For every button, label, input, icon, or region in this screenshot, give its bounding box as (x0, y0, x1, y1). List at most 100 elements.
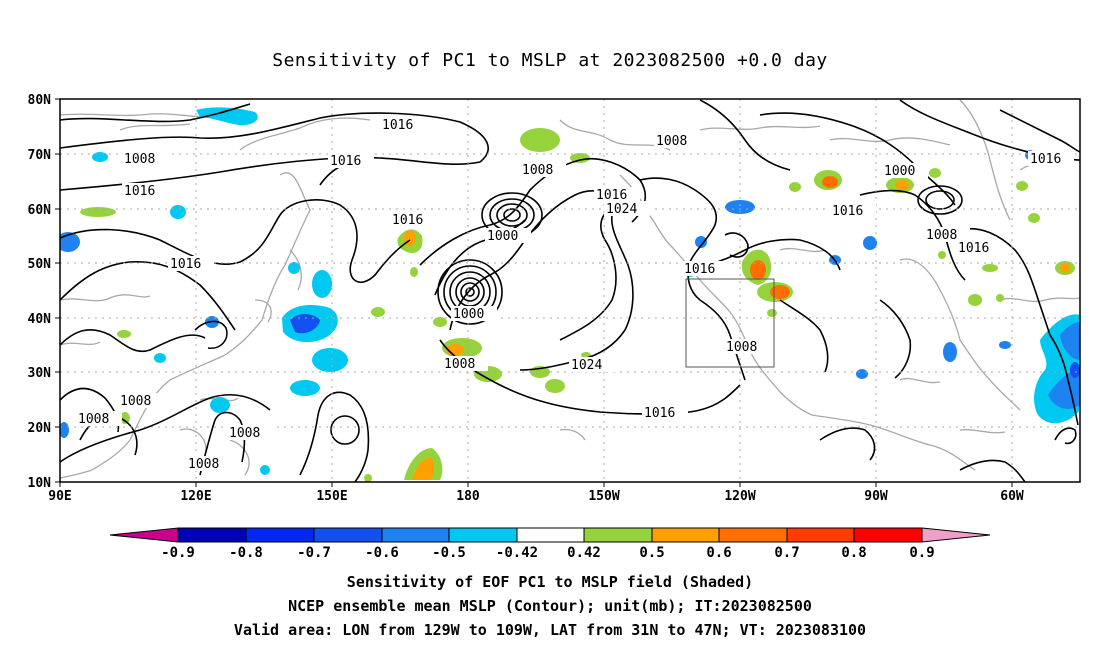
colorbar-tick-labels: -0.9 -0.8 -0.7 -0.6 -0.5 -0.42 0.42 0.5 … (161, 545, 935, 561)
lon-label: 150W (588, 489, 619, 504)
coastlines (60, 99, 1080, 479)
contour-label: 1008 (442, 356, 488, 372)
lon-label: 120W (724, 489, 755, 504)
contour-label: 1016 (328, 153, 374, 169)
contour-label: 1008 (724, 339, 770, 355)
lon-label: 90W (864, 489, 888, 504)
contour-label: 1016 (122, 183, 168, 199)
contour-label: 1008 (122, 151, 168, 167)
svg-text:1016: 1016 (1030, 152, 1061, 167)
contour-label: 1008 (520, 162, 566, 178)
svg-text:1024: 1024 (571, 358, 602, 373)
contour-label: 1024 (604, 201, 650, 217)
svg-text:1008: 1008 (726, 340, 757, 355)
colorbar (109, 527, 991, 543)
svg-text:1008: 1008 (522, 163, 553, 178)
svg-text:1016: 1016 (330, 154, 361, 169)
contour-label: 1016 (168, 256, 214, 272)
footer-line-1: Sensitivity of EOF PC1 to MSLP field (Sh… (346, 573, 754, 591)
map-frame (59, 98, 1081, 483)
contour-label: 1016 (830, 203, 876, 219)
svg-text:1000: 1000 (487, 229, 518, 244)
svg-text:1008: 1008 (926, 228, 957, 243)
colorbar-tick: -0.5 (432, 545, 466, 561)
contour-label: 1016 (642, 405, 688, 421)
colorbar-tick: -0.8 (229, 545, 263, 561)
colorbar-tick: -0.42 (496, 545, 538, 561)
colorbar-tick: -0.7 (297, 545, 331, 561)
contour-label: 1008 (76, 411, 122, 427)
svg-text:1016: 1016 (958, 241, 989, 256)
colorbar-cell (651, 527, 720, 543)
svg-text:1016: 1016 (392, 213, 423, 228)
svg-text:1016: 1016 (170, 257, 201, 272)
lat-label: 60N (28, 203, 52, 218)
colorbar-cell (583, 527, 653, 543)
svg-text:1008: 1008 (444, 357, 475, 372)
contour-label: 1008 (654, 133, 700, 149)
lat-label: 30N (28, 366, 52, 381)
lat-label: 50N (28, 257, 52, 272)
svg-text:1016: 1016 (644, 406, 675, 421)
svg-text:1008: 1008 (120, 394, 151, 409)
colorbar-cell (921, 527, 991, 543)
mslp-contours (60, 99, 1080, 482)
colorbar-tick: 0.9 (909, 545, 934, 561)
lat-label: 20N (28, 421, 52, 436)
footer-line-3: Valid area: LON from 129W to 109W, LAT f… (233, 621, 867, 639)
svg-text:1008: 1008 (229, 426, 260, 441)
contour-label: 1024 (569, 357, 615, 373)
lat-label: 10N (28, 476, 52, 491)
lon-label: 60W (1000, 489, 1024, 504)
contour-label: 1016 (1028, 151, 1074, 167)
colorbar-tick: 0.42 (567, 545, 601, 561)
chart-title: Sensitivity of PC1 to MSLP at 2023082500… (272, 50, 828, 71)
colorbar-cell (718, 527, 788, 543)
svg-text:1024: 1024 (606, 202, 637, 217)
contour-label: 1016 (380, 117, 426, 133)
svg-text:1008: 1008 (124, 152, 155, 167)
contour-label: 1000 (485, 228, 531, 244)
colorbar-cell (381, 527, 450, 543)
colorbar-cell (313, 527, 383, 543)
contour-label: 1016 (956, 240, 1002, 256)
contour-label: 1008 (186, 456, 232, 472)
svg-text:1008: 1008 (78, 412, 109, 427)
longitude-labels: 90E 120E 150E 180 150W 120W 90W 60W (48, 489, 1024, 504)
colorbar-cell (109, 527, 179, 543)
svg-text:1016: 1016 (596, 188, 627, 203)
contour-label: 1000 (882, 163, 928, 179)
contour-label: 1008 (227, 425, 273, 441)
lon-label: 120E (180, 489, 211, 504)
contour-label: 1008 (118, 393, 164, 409)
colorbar-tick: -0.9 (161, 545, 195, 561)
contour-labels: 1016 1008 1016 1016 1016 1016 1008 1000 … (76, 117, 1074, 472)
colorbar-tick: 0.6 (706, 545, 731, 561)
lat-label: 40N (28, 312, 52, 327)
contour-label: 1016 (390, 212, 436, 228)
latitude-labels: 80N 70N 60N 50N 40N 30N 20N 10N (28, 93, 52, 491)
colorbar-cell (177, 527, 247, 543)
lon-label: 150E (316, 489, 347, 504)
svg-text:1016: 1016 (382, 118, 413, 133)
lat-label: 80N (28, 93, 52, 108)
contour-label: 1008 (924, 227, 970, 243)
colorbar-tick: 0.5 (639, 545, 664, 561)
colorbar-cell (516, 527, 585, 543)
contour-label: 1016 (682, 261, 728, 277)
lon-label: 90E (48, 489, 71, 504)
svg-text:1000: 1000 (884, 164, 915, 179)
colorbar-tick: 0.7 (774, 545, 799, 561)
contour-label: 1016 (594, 187, 640, 203)
colorbar-tick: 0.8 (841, 545, 866, 561)
valid-area-box (685, 278, 775, 368)
contour-label: 1000 (451, 306, 497, 322)
footer-line-2: NCEP ensemble mean MSLP (Contour); unit(… (288, 597, 812, 615)
colorbar-cell (448, 527, 518, 543)
svg-text:1000: 1000 (453, 307, 484, 322)
svg-text:1016: 1016 (124, 184, 155, 199)
svg-text:1016: 1016 (832, 204, 863, 219)
colorbar-tick: -0.6 (365, 545, 399, 561)
svg-text:1008: 1008 (656, 134, 687, 149)
